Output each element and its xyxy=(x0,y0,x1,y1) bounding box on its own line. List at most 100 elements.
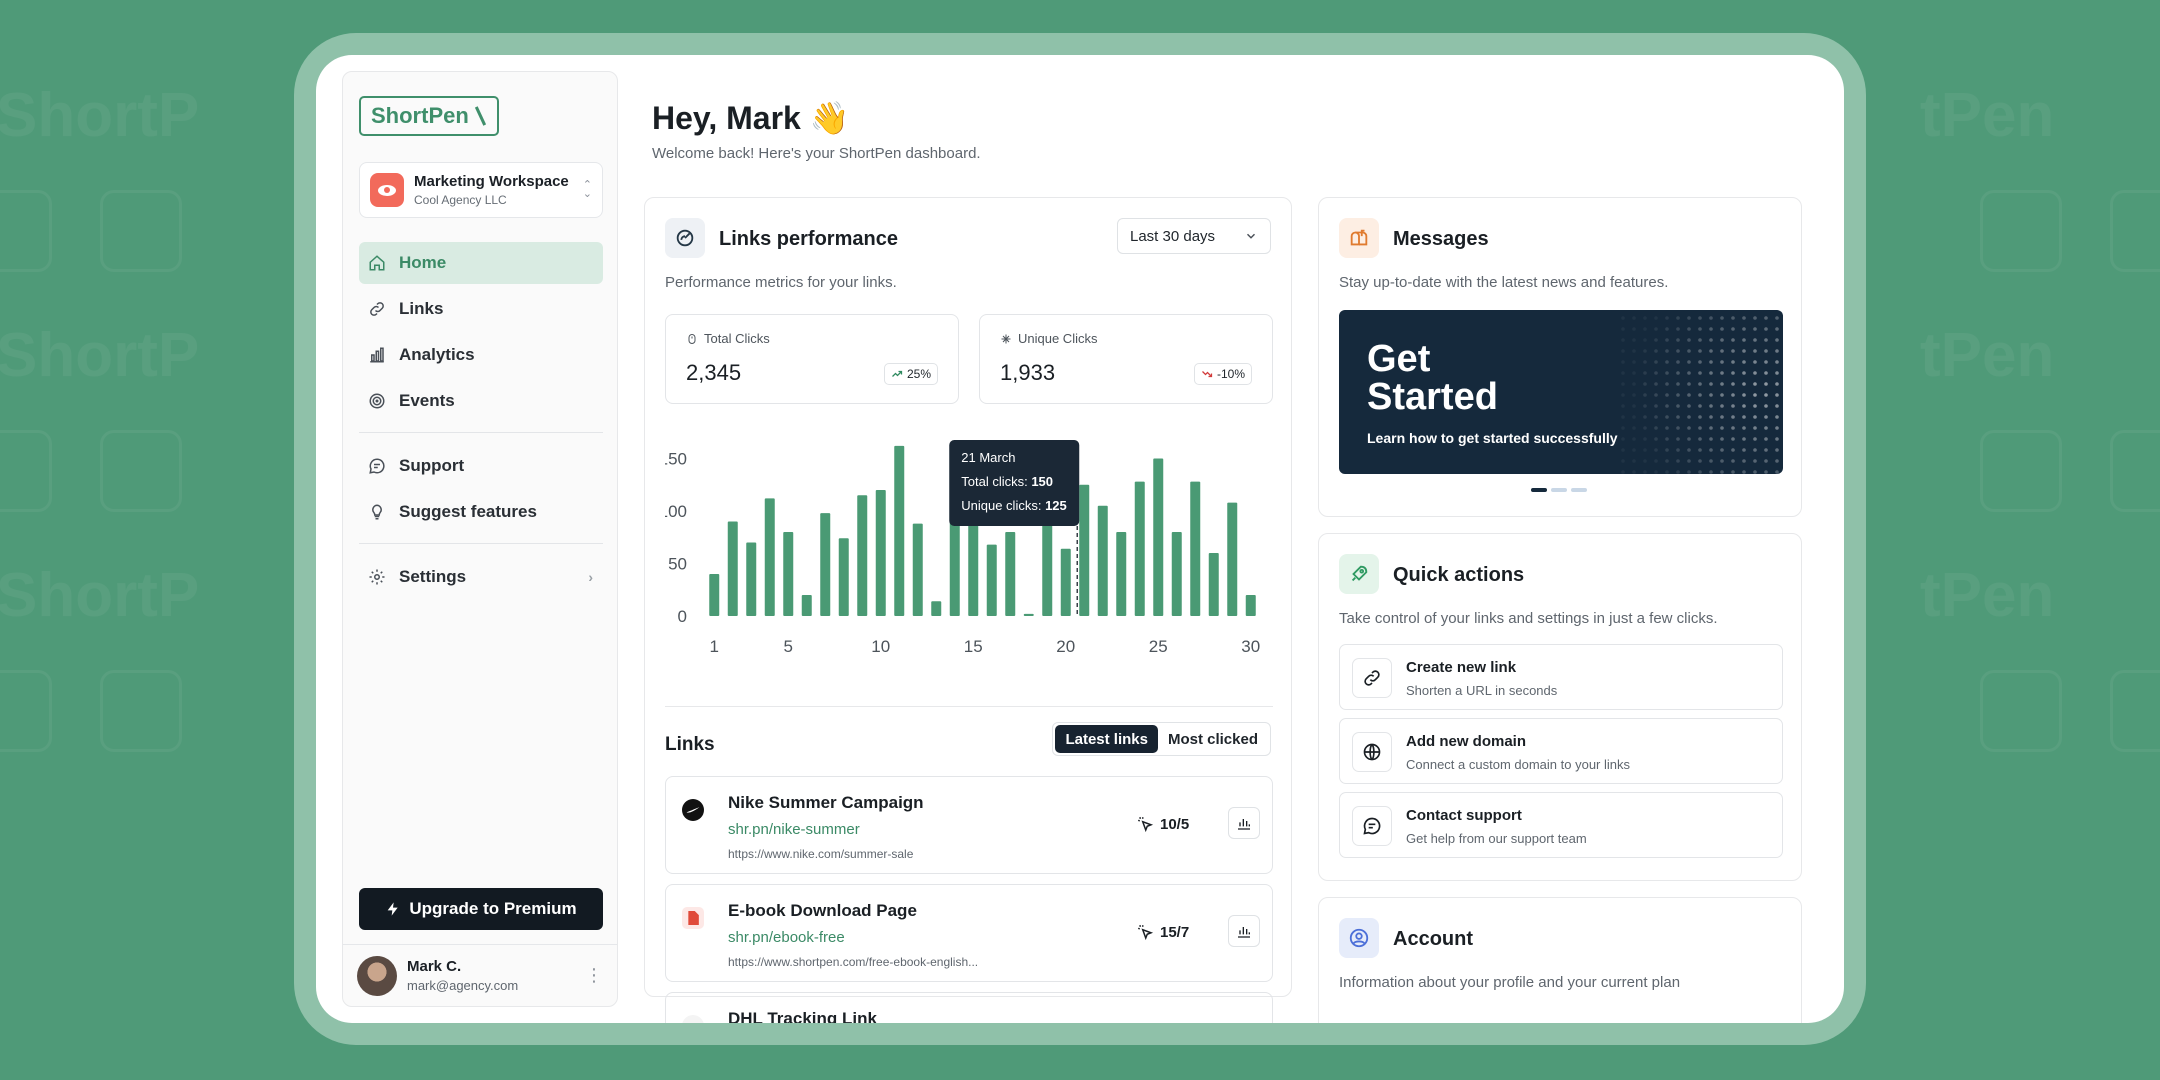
links-performance-card: Links performance Performance metrics fo… xyxy=(644,197,1292,1023)
quick-action-add-domain[interactable]: Add new domain Connect a custom domain t… xyxy=(1339,718,1783,784)
chart-bar[interactable] xyxy=(875,490,886,616)
nav-item-settings[interactable]: Settings › xyxy=(359,556,603,598)
chart-bar[interactable] xyxy=(783,532,794,616)
quick-action-name: Add new domain xyxy=(1406,733,1526,750)
y-tick-label: 0 xyxy=(678,607,687,626)
carousel-dot[interactable] xyxy=(1571,488,1587,492)
chart-bar[interactable] xyxy=(1171,532,1182,616)
section-divider xyxy=(665,706,1273,707)
chart-bar[interactable] xyxy=(764,498,775,616)
chart-bar[interactable] xyxy=(1134,481,1145,616)
chart-bar[interactable] xyxy=(746,542,757,617)
chart-bar[interactable] xyxy=(1153,458,1164,617)
chart-bar[interactable] xyxy=(1116,532,1127,616)
quick-action-contact-support[interactable]: Contact support Get help from our suppor… xyxy=(1339,792,1783,858)
nav-label-links: Links xyxy=(399,299,444,318)
chart-bar[interactable] xyxy=(1208,553,1219,616)
link-stats-button[interactable] xyxy=(1228,807,1260,839)
link-stats-button[interactable] xyxy=(1228,915,1260,947)
account-subtitle: Information about your profile and your … xyxy=(1339,974,1681,991)
total-clicks-value: 2,345 xyxy=(686,360,742,385)
chart-bar[interactable] xyxy=(1005,532,1016,616)
link-short-url[interactable]: shr.pn/nike-summer xyxy=(728,821,860,838)
x-tick-label: 1 xyxy=(710,637,719,656)
nav-item-support[interactable]: Support xyxy=(359,445,603,487)
nav-divider xyxy=(359,432,603,433)
upgrade-label: Upgrade to Premium xyxy=(409,899,577,918)
chart-bar[interactable] xyxy=(1097,505,1108,616)
main-nav: Home Links Analytics Events xyxy=(359,242,603,602)
nike-logo-icon xyxy=(682,799,704,821)
x-tick-label: 15 xyxy=(964,637,983,656)
chart-bar[interactable] xyxy=(1245,595,1256,616)
sidebar: ShortPen Marketing Workspace Cool Agency… xyxy=(342,71,618,1007)
dot-pattern-decoration xyxy=(1621,316,1779,474)
chart-bar[interactable] xyxy=(931,601,942,616)
nav-item-suggest[interactable]: Suggest features xyxy=(359,491,603,533)
nav-item-analytics[interactable]: Analytics xyxy=(359,334,603,376)
banner-subtitle: Learn how to get started successfully xyxy=(1367,430,1618,446)
link-icon xyxy=(367,299,387,319)
logo-slash-icon xyxy=(474,106,486,126)
workspace-switcher[interactable]: Marketing Workspace Cool Agency LLC ⌃ ⌄ xyxy=(359,162,603,218)
quick-action-create-link[interactable]: Create new link Shorten a URL in seconds xyxy=(1339,644,1783,710)
tooltip-total: Total clicks: 150 xyxy=(961,474,1053,489)
tab-latest-links[interactable]: Latest links xyxy=(1055,725,1158,753)
bar-chart-icon xyxy=(1238,819,1250,830)
chart-bar[interactable] xyxy=(1190,481,1201,616)
link-short-url[interactable]: shr.pn/ebook-free xyxy=(728,929,845,946)
carousel-dot[interactable] xyxy=(1531,488,1547,492)
account-title: Account xyxy=(1393,928,1473,950)
link-row[interactable]: E-book Download Page shr.pn/ebook-free h… xyxy=(665,884,1273,982)
messages-card: Messages Stay up-to-date with the latest… xyxy=(1318,197,1802,517)
chart-bar[interactable] xyxy=(1060,548,1071,616)
nav-item-home[interactable]: Home xyxy=(359,242,603,284)
more-vertical-icon[interactable]: ⋮ xyxy=(585,965,603,985)
brand-logo[interactable]: ShortPen xyxy=(359,96,499,136)
date-range-select[interactable]: Last 30 days xyxy=(1117,218,1271,254)
chat-icon xyxy=(367,456,387,476)
user-email: mark@agency.com xyxy=(407,978,519,993)
chart-bar[interactable] xyxy=(986,544,997,616)
chart-bar[interactable] xyxy=(838,538,849,616)
nav-label-settings: Settings xyxy=(399,567,467,586)
upgrade-button[interactable]: Upgrade to Premium xyxy=(359,888,603,930)
chart-bar[interactable] xyxy=(857,495,868,616)
nav-item-links[interactable]: Links xyxy=(359,288,603,330)
nav-item-events[interactable]: Events xyxy=(359,380,603,422)
link-row[interactable]: Nike Summer Campaign shr.pn/nike-summer … xyxy=(665,776,1273,874)
trend-up-icon xyxy=(892,370,903,377)
chart-bar[interactable] xyxy=(912,523,923,616)
chart-bar[interactable] xyxy=(709,574,720,616)
performance-subtitle: Performance metrics for your links. xyxy=(665,274,897,291)
messages-subtitle: Stay up-to-date with the latest news and… xyxy=(1339,274,1669,291)
link-destination-url: https://www.nike.com/summer-sale xyxy=(728,847,914,861)
link-icon xyxy=(1352,658,1392,698)
x-tick-label: 5 xyxy=(784,637,793,656)
workspace-eye-icon xyxy=(370,173,404,207)
user-profile[interactable]: Mark C. mark@agency.com ⋮ xyxy=(343,944,617,1006)
chart-bar[interactable] xyxy=(727,521,738,617)
carousel-dot[interactable] xyxy=(1551,488,1567,492)
nav-label-home: Home xyxy=(399,253,447,272)
tab-most-clicked[interactable]: Most clicked xyxy=(1167,730,1258,748)
quick-action-name: Create new link xyxy=(1406,659,1517,676)
total-clicks-label: Total Clicks xyxy=(704,331,770,346)
chart-bar[interactable] xyxy=(1227,502,1238,616)
get-started-banner[interactable]: Get Started Learn how to get started succ… xyxy=(1339,310,1783,474)
dhl-icon xyxy=(682,1015,704,1023)
nav-label-analytics: Analytics xyxy=(399,345,475,364)
page-subtitle: Welcome back! Here's your ShortPen dashb… xyxy=(652,145,981,162)
link-row[interactable]: DHL Tracking Link xyxy=(665,992,1273,1023)
chart-bar[interactable] xyxy=(1023,613,1034,616)
chart-bar[interactable] xyxy=(820,513,831,616)
chart-bar[interactable] xyxy=(1079,484,1090,616)
chart-bar[interactable] xyxy=(968,500,979,617)
x-tick-label: 10 xyxy=(871,637,890,656)
lightning-icon xyxy=(388,902,399,916)
workspace-company: Cool Agency LLC xyxy=(414,193,507,207)
chart-bar[interactable] xyxy=(801,595,812,616)
lightbulb-icon xyxy=(367,502,387,522)
chart-bar[interactable] xyxy=(894,445,905,616)
x-tick-label: 20 xyxy=(1056,637,1075,656)
